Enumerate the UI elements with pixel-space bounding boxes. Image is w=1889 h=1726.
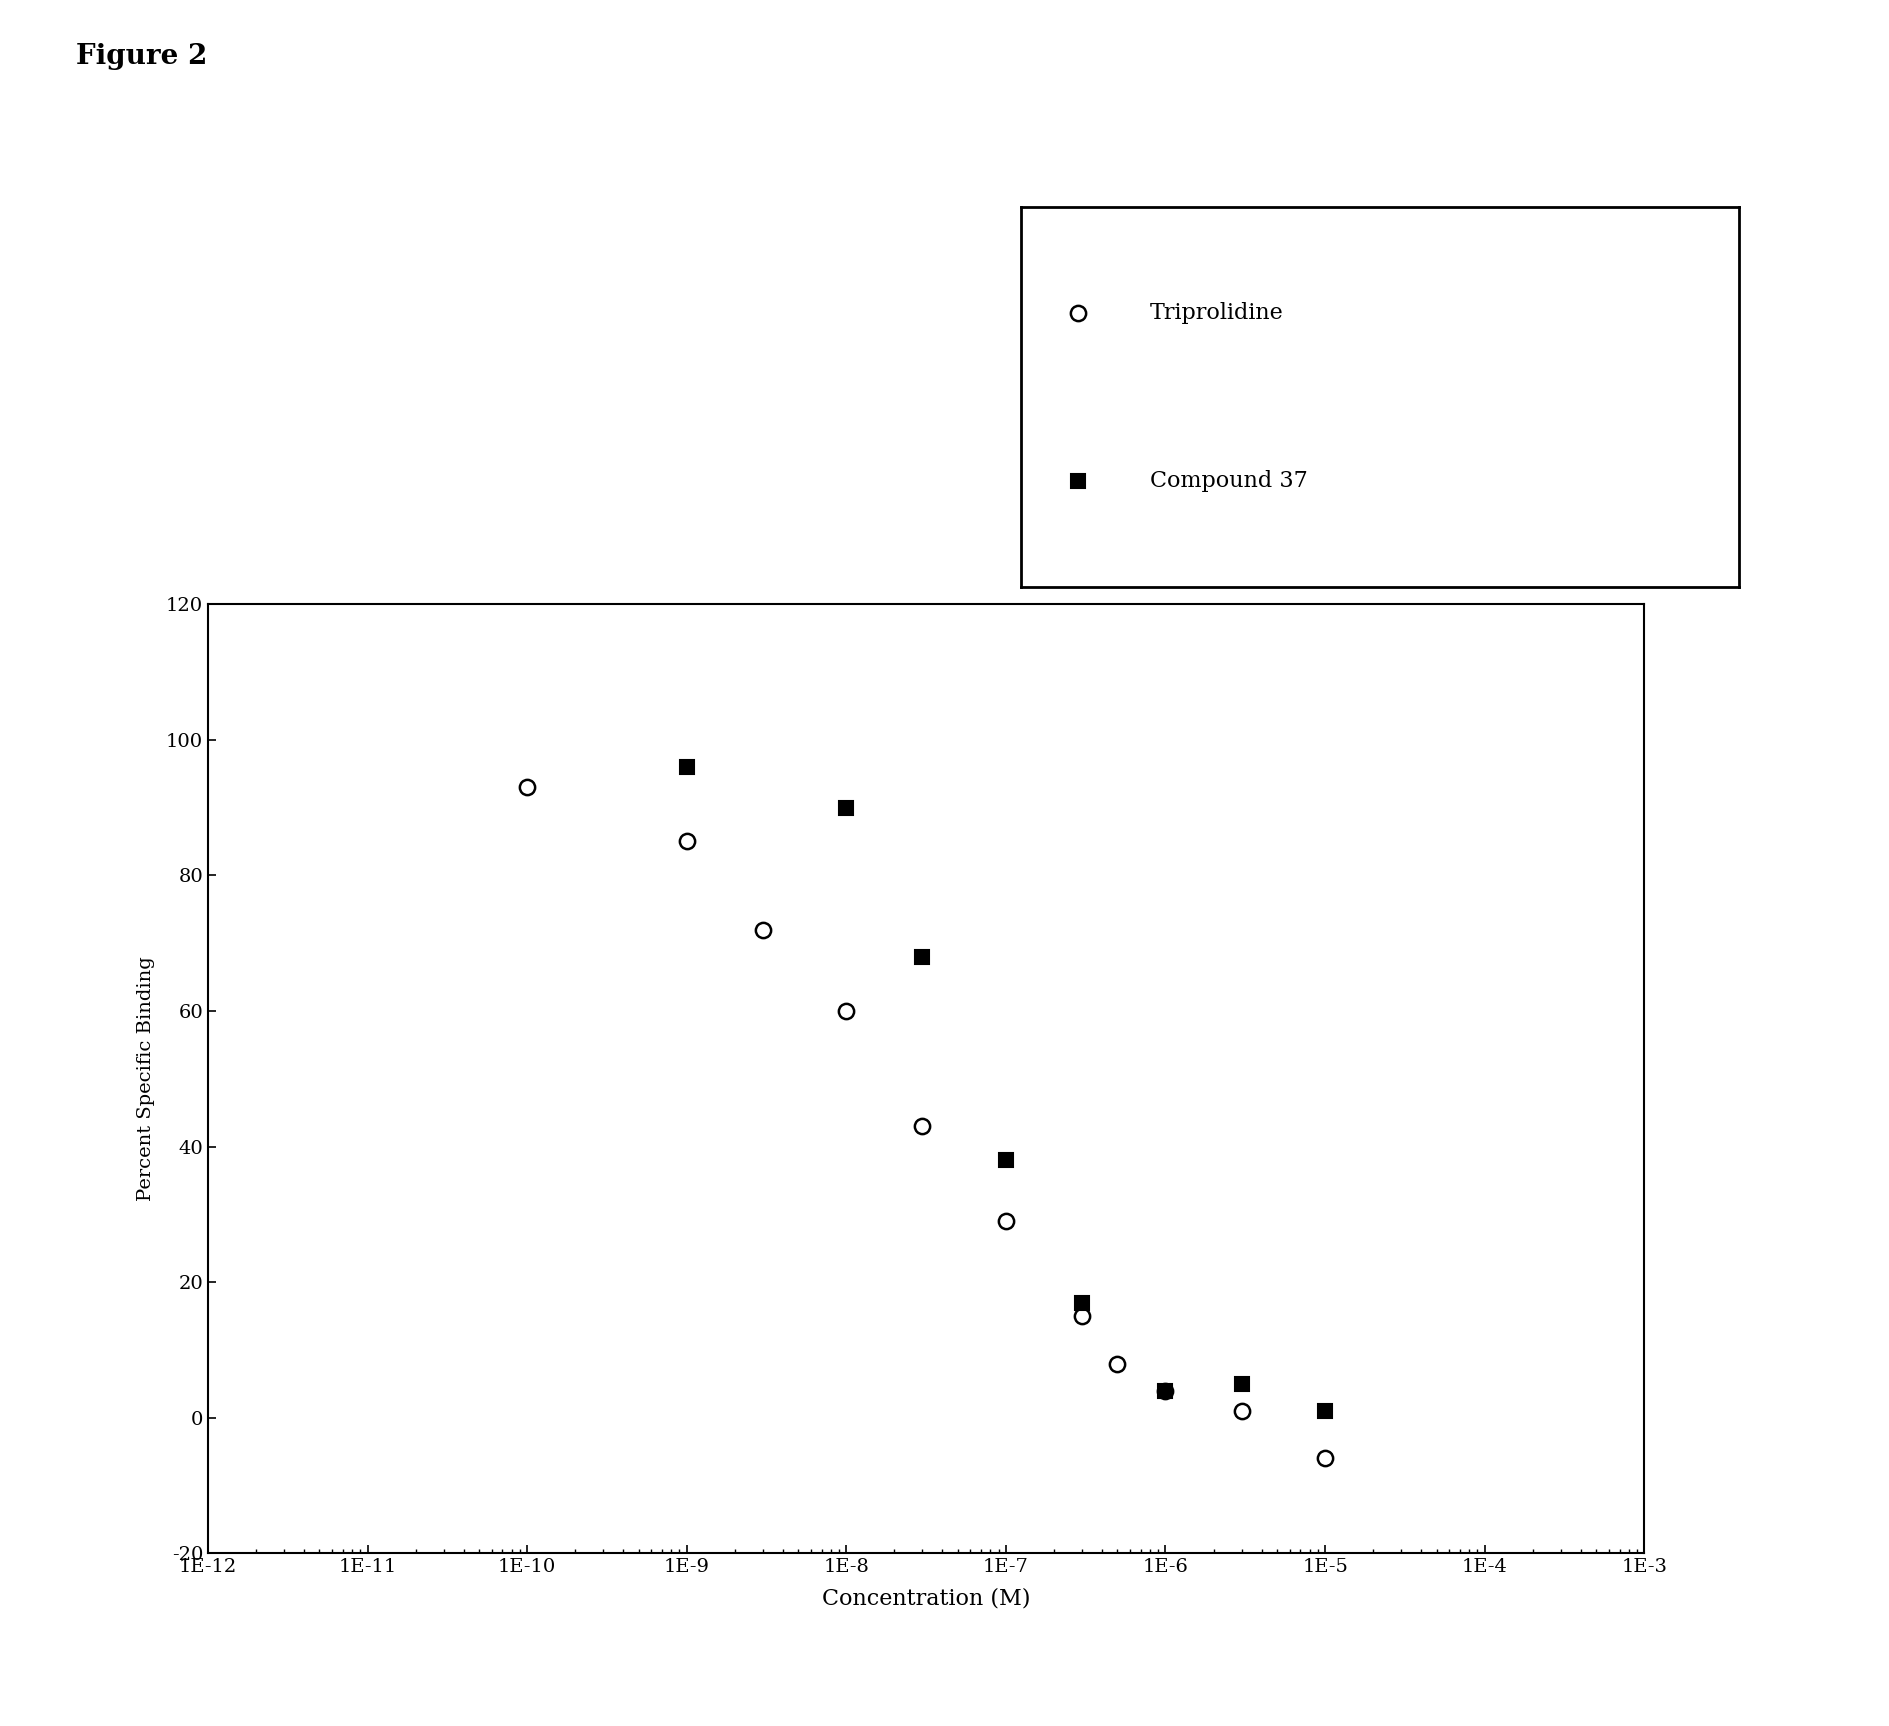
Compound 37 [835, 797, 858, 818]
Line: Triprolidine: Triprolidine [519, 780, 1332, 1465]
Text: Triprolidine: Triprolidine [1149, 302, 1283, 324]
Compound 37 [1154, 1381, 1177, 1402]
Compound 37 [1071, 1293, 1094, 1313]
Compound 37 [1313, 1402, 1336, 1422]
Triprolidine [516, 777, 538, 797]
Y-axis label: Percent Specific Binding: Percent Specific Binding [136, 956, 155, 1201]
Triprolidine [1230, 1402, 1252, 1422]
Triprolidine [1313, 1448, 1336, 1469]
Compound 37 [910, 946, 933, 967]
Triprolidine [1071, 1305, 1094, 1326]
Compound 37 [994, 1150, 1016, 1170]
Triprolidine [1154, 1381, 1177, 1402]
X-axis label: Concentration (M): Concentration (M) [822, 1588, 1030, 1609]
Triprolidine [910, 1117, 933, 1137]
Triprolidine [835, 1001, 858, 1022]
Triprolidine [994, 1212, 1016, 1232]
Text: Compound 37: Compound 37 [1149, 469, 1307, 492]
Compound 37 [674, 756, 697, 777]
Line: Compound 37: Compound 37 [680, 759, 1332, 1419]
Triprolidine [674, 832, 697, 853]
Triprolidine [1105, 1353, 1128, 1374]
Compound 37 [1230, 1374, 1252, 1395]
Triprolidine [752, 920, 774, 941]
Text: Figure 2: Figure 2 [76, 43, 208, 71]
